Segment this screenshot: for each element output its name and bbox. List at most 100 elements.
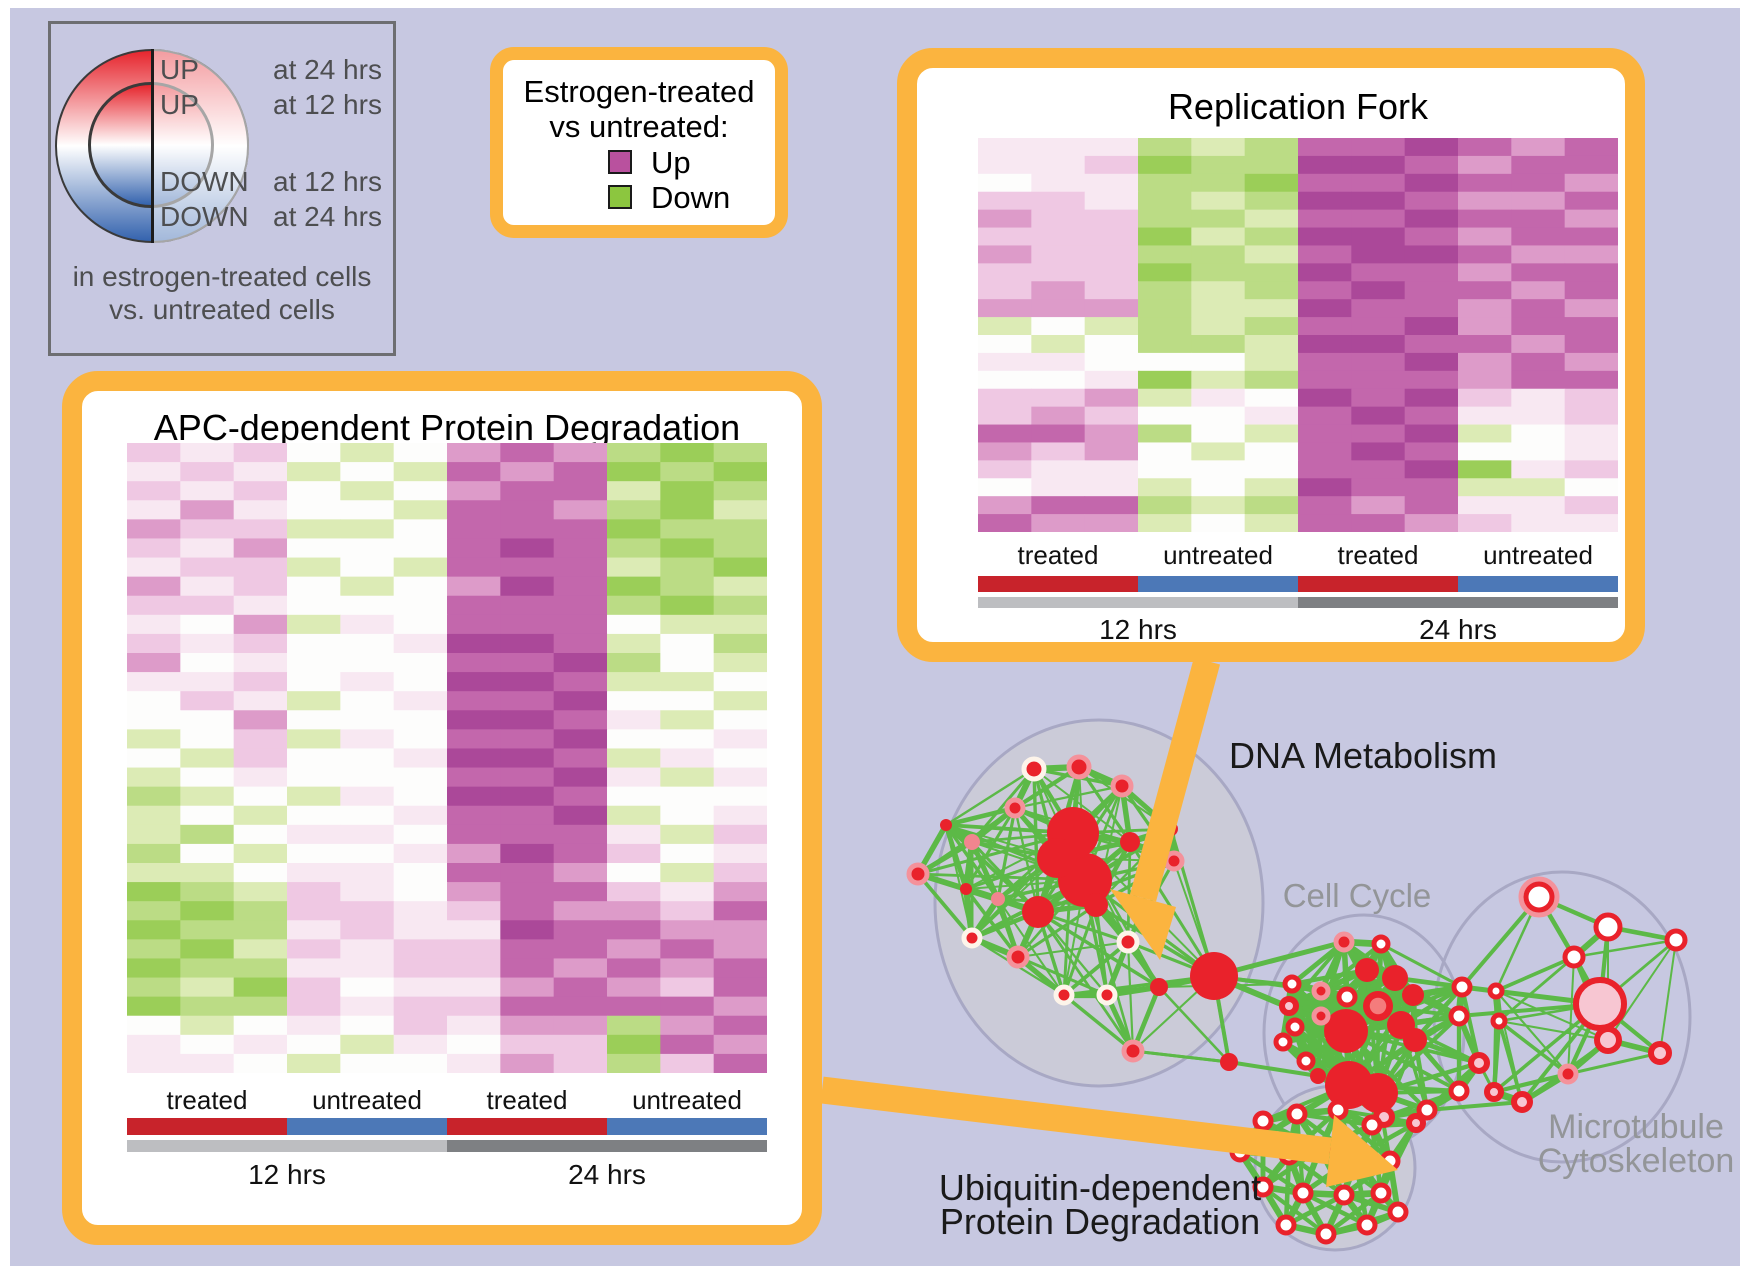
network-edge — [944, 824, 1000, 900]
heatmap-cell — [1191, 406, 1246, 426]
heatmap-cell — [1244, 245, 1299, 264]
heatmap-cell — [1084, 460, 1139, 479]
heatmap-cell — [1244, 514, 1299, 532]
network-node — [1252, 1176, 1274, 1198]
heatmap-cell — [553, 996, 608, 1017]
network-node — [1096, 984, 1118, 1006]
heatmap-cell — [1564, 173, 1618, 193]
network-edge — [1659, 939, 1677, 1054]
heatmap-cell — [713, 443, 767, 463]
heatmap-cell — [1511, 191, 1566, 211]
heatmap-cell — [340, 901, 395, 921]
heatmap-cell — [233, 633, 288, 654]
legend-item-down: Down — [503, 179, 775, 215]
heatmap-cell — [978, 460, 1032, 479]
heatmap-cell — [1511, 263, 1566, 282]
heatmap-cell — [1458, 317, 1512, 336]
heatmap-cell — [978, 245, 1032, 264]
heatmap-cell — [978, 424, 1032, 443]
heatmap-cell — [607, 633, 661, 654]
heatmap-cell — [1031, 245, 1086, 264]
heatmap-cell — [607, 1053, 661, 1073]
network-node — [1037, 838, 1077, 878]
heatmap-cell — [447, 500, 501, 520]
network-edge — [1497, 1020, 1524, 1103]
heatmap-cell — [660, 996, 715, 1017]
treated-bar-segment — [978, 576, 1138, 592]
heatmap-cell — [1511, 496, 1566, 515]
network-edge — [1567, 956, 1575, 1075]
group-label: untreated — [632, 1085, 742, 1115]
heatmap-cell — [660, 805, 715, 826]
network-edge — [944, 823, 1040, 914]
heatmap-cell — [1138, 299, 1192, 318]
network-node — [961, 927, 983, 949]
heatmap-cell — [1564, 370, 1618, 390]
heatmap-cell — [1244, 460, 1299, 479]
heatmap-cell — [500, 920, 555, 940]
heatmap-cell — [500, 1053, 555, 1073]
heatmap-cell — [1191, 424, 1246, 443]
network-edge — [1238, 1150, 1305, 1195]
heatmap-cell — [1404, 263, 1459, 282]
down-swatch — [608, 185, 632, 209]
network-edge — [1380, 942, 1463, 989]
time-label: at 12 hrs — [273, 89, 382, 120]
heatmap-cell — [127, 443, 181, 463]
heatmap-cell — [1244, 227, 1299, 246]
heatmap-cell — [500, 1034, 555, 1055]
heatmap-cell — [180, 1053, 235, 1073]
untreated-bar-segment — [287, 1118, 447, 1135]
heatmap-cell — [233, 691, 288, 711]
heatmap-cell — [1191, 209, 1246, 229]
network-edge — [1037, 910, 1160, 989]
time-label: at 24 hrs — [273, 201, 382, 232]
heatmap-cell — [127, 748, 181, 769]
cluster-label-mt: Microtubule — [1548, 1108, 1724, 1146]
updown-legend-box: Estrogen-treated vs untreated: Up Down — [490, 47, 788, 238]
heatmap-cell — [1084, 281, 1139, 300]
heatmap-cell — [1404, 496, 1459, 515]
heatmap-cell — [127, 786, 181, 807]
heatmap-cell — [660, 443, 715, 463]
heatmap-cell — [180, 462, 235, 482]
heatmap-cell — [660, 786, 715, 807]
heatmap-cell — [180, 653, 235, 673]
network-node — [1333, 931, 1355, 953]
heatmap-cell — [607, 863, 661, 883]
network-node — [1066, 754, 1092, 780]
heatmap-cell — [1511, 245, 1566, 264]
network-node — [1292, 1182, 1314, 1204]
heatmap-cell — [1244, 424, 1299, 443]
heatmap-cell — [713, 672, 767, 692]
network-edge — [1607, 939, 1677, 1041]
apc-hours-bar — [127, 1140, 767, 1152]
heatmap-cell — [127, 843, 181, 864]
heatmap-cell — [553, 595, 608, 616]
heatmap-cell — [287, 538, 341, 559]
heatmap-cell — [660, 710, 715, 730]
heatmap-cell — [1351, 263, 1406, 282]
heatmap-cell — [1298, 263, 1352, 282]
heatmap-cell — [287, 1053, 341, 1073]
heatmap-cell — [607, 901, 661, 921]
heatmap-cell — [660, 500, 715, 520]
heatmap-cell — [553, 824, 608, 845]
heatmap-cell — [607, 996, 661, 1017]
network-node — [1361, 1114, 1383, 1136]
network-edge — [1037, 911, 1108, 996]
network-node — [1511, 1091, 1533, 1113]
hours-label: 12 hrs — [1099, 614, 1177, 645]
heatmap-cell — [287, 958, 341, 979]
heatmap-cell — [340, 710, 395, 730]
heatmap-cell — [500, 576, 555, 597]
heatmap-cell — [447, 843, 501, 864]
heatmap-cell — [127, 672, 181, 692]
network-node — [1324, 1009, 1368, 1053]
heatmap-cell — [180, 748, 235, 769]
network-edge — [1062, 993, 1135, 1053]
network-node — [1021, 756, 1047, 782]
network-node — [1403, 1028, 1427, 1052]
heatmap-cell — [607, 1015, 661, 1036]
heatmap-cell — [340, 595, 395, 616]
